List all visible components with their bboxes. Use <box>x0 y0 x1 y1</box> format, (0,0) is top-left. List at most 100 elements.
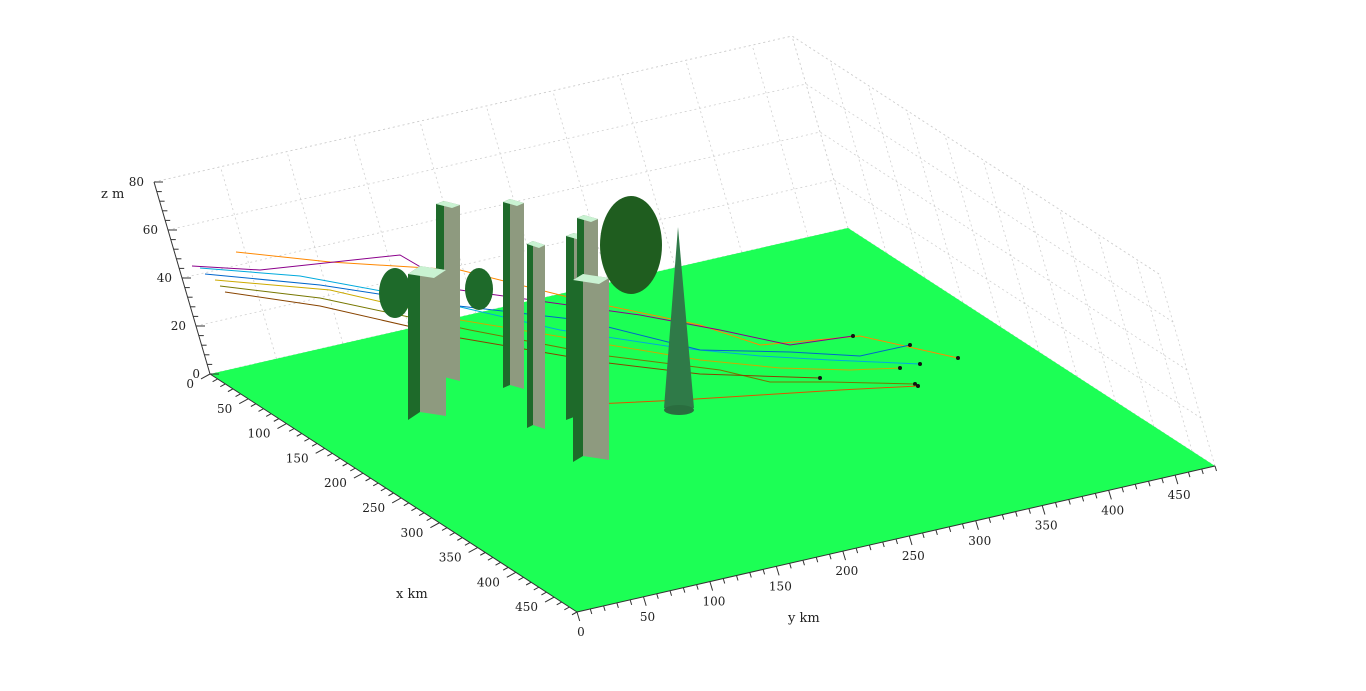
y-tick <box>709 581 714 591</box>
pillar-3-side <box>527 241 533 428</box>
x-tick <box>418 512 425 517</box>
x-tick <box>571 611 578 616</box>
y-tick <box>855 547 859 554</box>
y-tick <box>1068 499 1071 505</box>
x-tick <box>533 586 540 591</box>
grid-line <box>1135 259 1193 452</box>
pillar-1-front <box>444 201 460 381</box>
x-tick-label: 250 <box>362 501 385 515</box>
x-tick <box>457 537 463 541</box>
trajectories <box>191 251 960 405</box>
trajectory-end-marker <box>818 376 822 380</box>
grid-line <box>352 136 410 329</box>
trajectory-6 <box>219 285 916 385</box>
grid-line <box>181 131 1188 371</box>
y-tick <box>629 599 633 605</box>
y-tick <box>815 557 819 563</box>
x-tick <box>449 532 455 536</box>
x-tick <box>353 472 364 479</box>
z-tick-label: 20 <box>171 319 186 333</box>
z-tick-label: 0 <box>192 367 200 381</box>
y-tick <box>988 517 992 523</box>
x-tick <box>564 606 570 611</box>
cone-1-base <box>664 405 694 415</box>
x-tick <box>480 552 486 556</box>
x-tick <box>411 507 417 512</box>
trajectory-end-marker <box>851 334 855 338</box>
x-axis-label: x km <box>396 587 428 602</box>
pillar-1-top <box>436 201 460 208</box>
grid-lines <box>153 35 1216 467</box>
trajectory-end-marker <box>916 384 920 388</box>
x-tick-label: 200 <box>324 476 347 490</box>
trajectory-3 <box>199 267 921 365</box>
grid-line <box>982 159 1040 353</box>
y-tick <box>1121 487 1124 493</box>
grid-line <box>153 35 1160 275</box>
x-tick <box>212 378 218 383</box>
y-tick-label: 350 <box>1035 519 1058 533</box>
x-tick <box>502 566 509 571</box>
x-tick <box>265 413 272 417</box>
trajectory-end-marker <box>956 356 960 360</box>
y-tick <box>975 520 979 530</box>
trajectory-5 <box>214 279 901 371</box>
x-tick <box>441 527 448 531</box>
y-tick <box>829 554 832 560</box>
y-tick <box>775 566 780 576</box>
x-tick <box>235 393 241 398</box>
y-tick <box>895 538 898 545</box>
cone-1 <box>664 227 694 408</box>
y-tick <box>1094 493 1098 499</box>
x-tick-label: 450 <box>515 600 538 614</box>
x-tick <box>544 596 555 603</box>
x-tick <box>304 438 310 442</box>
y-tick <box>1174 474 1179 485</box>
sphere-3 <box>600 196 662 294</box>
x-tick <box>327 452 333 457</box>
y-tick <box>1015 511 1018 517</box>
x-tick <box>350 467 356 472</box>
ground-plane <box>210 228 1215 612</box>
y-tick <box>1214 465 1217 472</box>
y-tick <box>722 578 726 584</box>
grid-line <box>552 90 610 283</box>
pillar-3-front <box>533 241 545 429</box>
x-tick <box>220 383 226 388</box>
trajectory-4 <box>204 273 911 357</box>
y-tick <box>603 605 606 612</box>
x-tick <box>342 462 348 467</box>
y-tick-label: 250 <box>902 549 925 563</box>
x-tick <box>311 442 318 447</box>
grid-line <box>1020 184 1078 377</box>
y-tick-label: 150 <box>769 579 792 593</box>
trajectory-2 <box>191 254 854 346</box>
sphere-2 <box>465 268 493 310</box>
y-tick-label: 300 <box>968 534 991 548</box>
x-tick-label: 350 <box>439 551 462 565</box>
x-tick <box>541 591 547 596</box>
y-tick <box>1055 502 1058 508</box>
y-tick <box>589 608 593 615</box>
y-tick-label: 100 <box>702 595 725 609</box>
x-tick <box>315 447 325 454</box>
y-tick <box>1081 496 1085 502</box>
x-tick <box>506 571 517 578</box>
x-tick <box>238 398 249 405</box>
trajectory-end-marker <box>913 382 917 386</box>
y-tick <box>908 535 913 546</box>
block-2-front <box>583 274 609 460</box>
y-axis-label: y km <box>787 611 820 626</box>
y-tick <box>762 569 766 575</box>
y-tick <box>642 596 647 606</box>
x-tick <box>556 601 562 606</box>
y-tick <box>576 611 581 622</box>
block-2-side <box>573 274 583 462</box>
pillar-2-front <box>510 199 524 389</box>
x-tick-label: 150 <box>286 451 309 465</box>
x-tick-label: 100 <box>248 427 271 441</box>
x-tick <box>227 388 234 393</box>
x-tick <box>525 581 532 586</box>
sphere-1 <box>379 268 411 318</box>
